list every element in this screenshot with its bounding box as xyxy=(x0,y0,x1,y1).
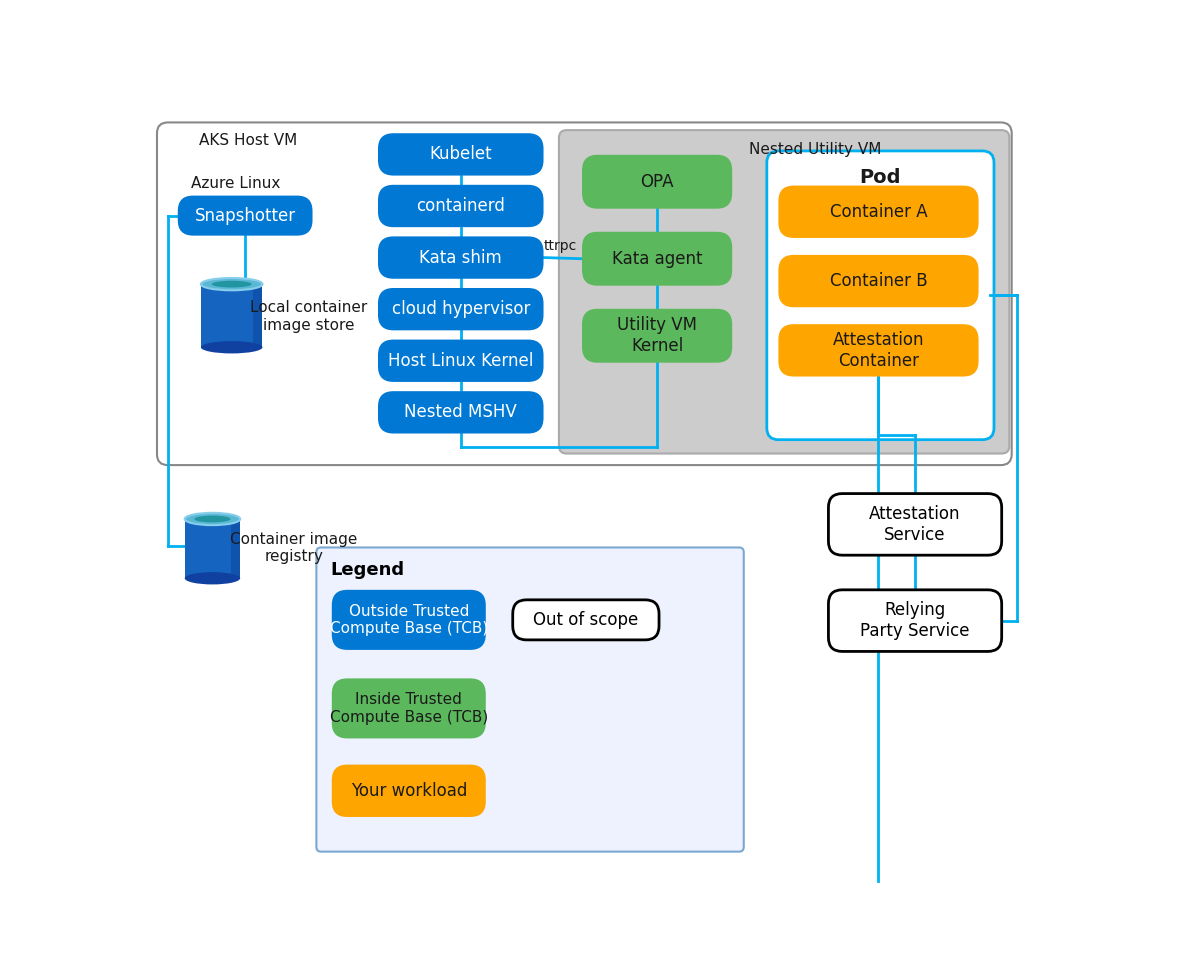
Ellipse shape xyxy=(212,281,252,288)
FancyBboxPatch shape xyxy=(177,196,312,235)
Text: Container B: Container B xyxy=(829,272,927,290)
Text: Out of scope: Out of scope xyxy=(534,610,639,629)
FancyBboxPatch shape xyxy=(379,288,543,330)
FancyBboxPatch shape xyxy=(316,547,744,852)
Text: Azure Linux: Azure Linux xyxy=(190,176,280,191)
Text: Attestation
Container: Attestation Container xyxy=(833,331,924,370)
Ellipse shape xyxy=(194,516,231,522)
FancyBboxPatch shape xyxy=(331,678,486,738)
FancyBboxPatch shape xyxy=(778,325,978,377)
FancyBboxPatch shape xyxy=(379,339,543,382)
Text: Pod: Pod xyxy=(860,168,901,187)
Text: Snapshotter: Snapshotter xyxy=(194,206,296,225)
Text: cloud hypervisor: cloud hypervisor xyxy=(392,300,530,318)
FancyBboxPatch shape xyxy=(379,391,543,433)
Text: Attestation
Service: Attestation Service xyxy=(870,505,961,544)
FancyBboxPatch shape xyxy=(828,493,1002,555)
Ellipse shape xyxy=(185,513,240,525)
FancyBboxPatch shape xyxy=(512,600,659,640)
Text: Container image
registry: Container image registry xyxy=(231,532,357,564)
Text: Container A: Container A xyxy=(829,203,927,221)
Text: containerd: containerd xyxy=(416,197,505,215)
Ellipse shape xyxy=(185,572,240,584)
FancyBboxPatch shape xyxy=(558,130,1009,453)
Text: ttrpc: ttrpc xyxy=(544,238,577,253)
Text: Kata agent: Kata agent xyxy=(612,250,703,267)
Polygon shape xyxy=(201,284,263,347)
FancyBboxPatch shape xyxy=(582,232,732,286)
Text: Kata shim: Kata shim xyxy=(420,249,502,266)
Text: Nested MSHV: Nested MSHV xyxy=(405,403,517,422)
Text: Utility VM
Kernel: Utility VM Kernel xyxy=(618,316,697,355)
Text: Local container
image store: Local container image store xyxy=(250,300,367,332)
Text: Host Linux Kernel: Host Linux Kernel xyxy=(388,352,534,370)
Text: Outside Trusted
Compute Base (TCB): Outside Trusted Compute Base (TCB) xyxy=(330,604,487,636)
Ellipse shape xyxy=(201,278,263,291)
Ellipse shape xyxy=(201,341,263,354)
FancyBboxPatch shape xyxy=(379,185,543,227)
FancyBboxPatch shape xyxy=(331,765,486,817)
Text: Relying
Party Service: Relying Party Service xyxy=(860,601,970,641)
FancyBboxPatch shape xyxy=(582,155,732,208)
FancyBboxPatch shape xyxy=(331,590,486,650)
Polygon shape xyxy=(253,284,263,347)
FancyBboxPatch shape xyxy=(379,133,543,175)
Polygon shape xyxy=(231,519,240,578)
Polygon shape xyxy=(185,519,240,578)
Text: Kubelet: Kubelet xyxy=(429,145,492,164)
Text: OPA: OPA xyxy=(640,172,674,191)
FancyBboxPatch shape xyxy=(778,255,978,307)
Text: Inside Trusted
Compute Base (TCB): Inside Trusted Compute Base (TCB) xyxy=(330,692,487,725)
Text: Legend: Legend xyxy=(330,561,405,579)
FancyBboxPatch shape xyxy=(828,590,1002,651)
FancyBboxPatch shape xyxy=(379,236,543,279)
Text: Nested Utility VM: Nested Utility VM xyxy=(749,141,881,157)
Text: Your workload: Your workload xyxy=(350,782,467,799)
FancyBboxPatch shape xyxy=(582,309,732,362)
Text: AKS Host VM: AKS Host VM xyxy=(200,133,298,148)
FancyBboxPatch shape xyxy=(778,186,978,238)
FancyBboxPatch shape xyxy=(767,151,994,440)
